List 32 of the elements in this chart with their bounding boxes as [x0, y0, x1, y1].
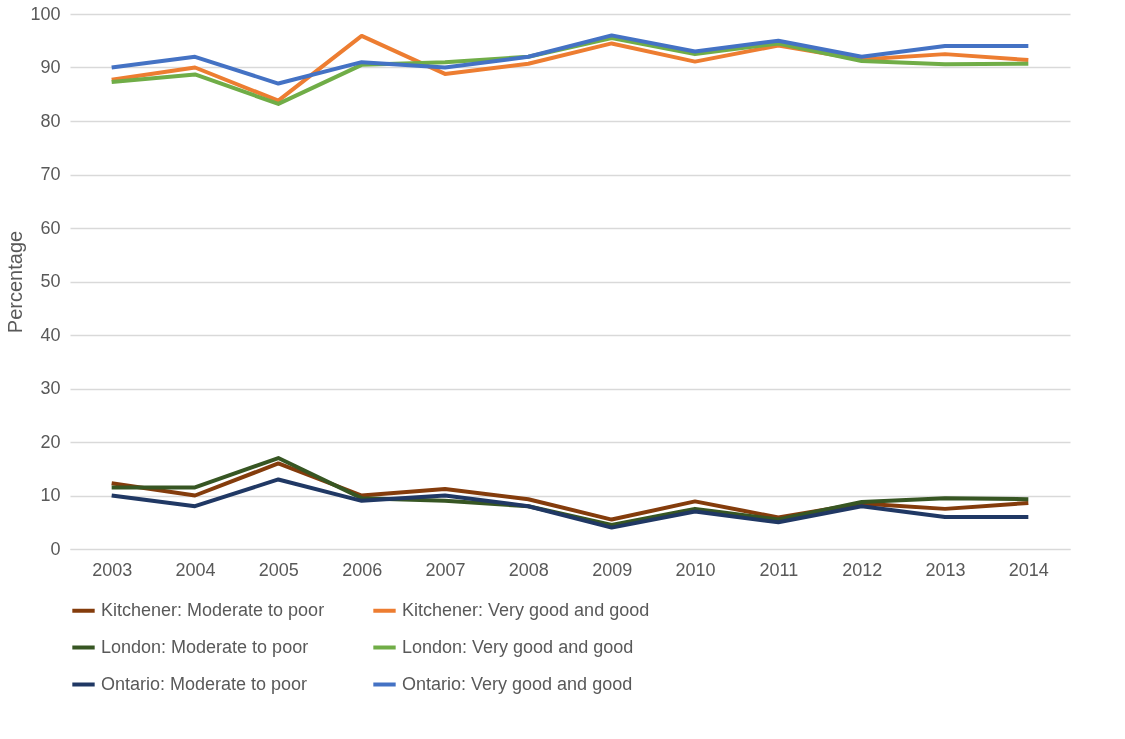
y-tick-label: 40 [40, 324, 61, 345]
x-tick-label: 2004 [175, 559, 216, 580]
line-series [109, 33, 1031, 86]
legend-label: Ontario: Moderate to poor [101, 673, 308, 694]
y-axis-title: Percentage [4, 230, 27, 334]
legend-label: London: Moderate to poor [101, 636, 309, 657]
legend-label: Kitchener: Moderate to poor [101, 599, 325, 620]
y-tick-label: 80 [40, 110, 61, 131]
x-tick-label: 2005 [258, 559, 299, 580]
y-tick-label: 30 [40, 378, 61, 398]
y-tick-label: 60 [40, 217, 61, 238]
x-tick-label: 2014 [1008, 559, 1049, 580]
x-tick-label: 2006 [342, 559, 383, 580]
legend-label: Kitchener: Very good and good [402, 599, 650, 620]
line-series [109, 477, 1031, 530]
y-tick-label: 90 [40, 57, 61, 77]
x-tick-label: 2007 [425, 559, 466, 580]
y-tick-label: 70 [40, 164, 61, 184]
x-tick-label: 2008 [508, 559, 549, 580]
x-tick-label: 2009 [592, 559, 633, 580]
y-tick-label: 10 [40, 485, 61, 505]
y-tick-label: 100 [30, 3, 61, 24]
x-tick-label: 2012 [842, 559, 883, 580]
legend-label: Ontario: Very good and good [402, 673, 633, 694]
x-tick-label: 2013 [925, 559, 966, 580]
x-tick-label: 2003 [92, 559, 133, 580]
x-tick-label: 2011 [759, 559, 799, 580]
y-tick-label: 50 [40, 271, 61, 291]
y-tick-label: 0 [50, 538, 61, 559]
legend-label: London: Very good and good [402, 636, 634, 657]
y-tick-label: 20 [40, 431, 61, 452]
x-tick-label: 2010 [675, 559, 716, 580]
